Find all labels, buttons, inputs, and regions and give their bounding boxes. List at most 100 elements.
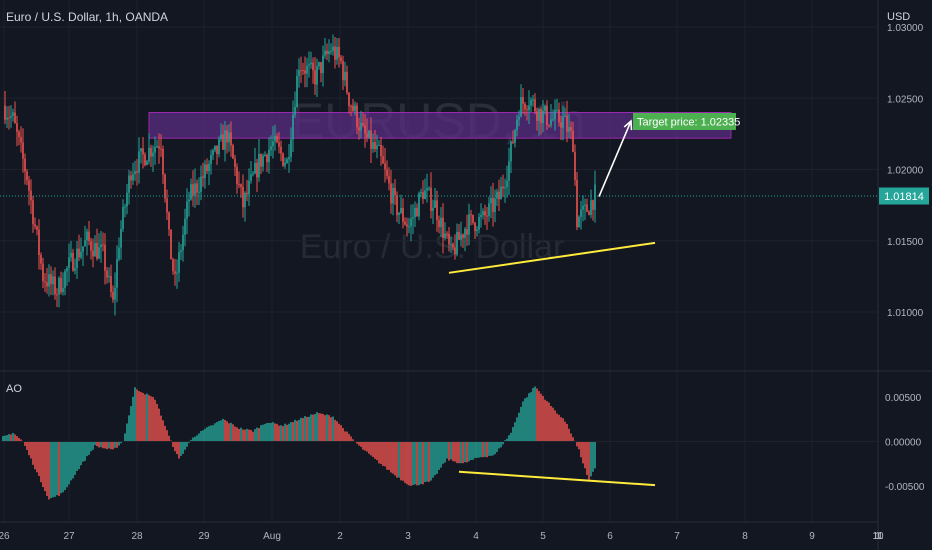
ao-bar xyxy=(484,441,486,457)
candle-body xyxy=(216,145,218,155)
candle-body xyxy=(520,97,522,117)
ao-bar xyxy=(512,427,514,442)
ao-bar xyxy=(268,422,270,442)
price-axis[interactable]: 1.01000 1.01500 1.02000 1.02500 1.03000 xyxy=(887,23,924,319)
candle-body xyxy=(108,276,110,278)
ao-bar xyxy=(434,441,436,476)
candle-body xyxy=(226,130,228,143)
ao-bar xyxy=(446,441,448,459)
ao-bar xyxy=(332,416,334,442)
ao-bar xyxy=(422,441,424,485)
candle-body xyxy=(406,224,408,227)
candle-body xyxy=(230,132,232,146)
ao-axis[interactable]: 0.00500 0.00000 -0.00500 xyxy=(0,393,925,493)
candle-body xyxy=(70,252,72,258)
candle-body xyxy=(430,187,432,211)
target-price-badge[interactable] xyxy=(633,113,736,130)
ao-bar xyxy=(538,391,540,442)
target-price-label: Target price: 1.02335 xyxy=(637,117,740,129)
candle-body xyxy=(22,142,24,159)
candle-body xyxy=(528,105,530,111)
ao-bar xyxy=(492,441,494,456)
candle-body xyxy=(412,217,414,219)
candle-body xyxy=(388,176,390,184)
candle-body xyxy=(310,62,312,65)
candle-body xyxy=(160,148,162,150)
ao-bar xyxy=(506,438,508,442)
candle-body xyxy=(360,122,362,131)
ao-bar xyxy=(550,406,552,442)
candle-body xyxy=(458,231,460,240)
ao-bar xyxy=(452,441,454,462)
ao-bar xyxy=(128,415,130,442)
candle-body xyxy=(268,149,270,163)
candle-body xyxy=(488,203,490,217)
candle-body xyxy=(420,192,422,194)
ao-bar xyxy=(426,441,428,482)
candle-body xyxy=(78,248,80,258)
symbol-title[interactable]: Euro / U.S. Dollar, 1h, OANDA xyxy=(6,10,168,24)
candle-body xyxy=(296,75,298,108)
candle-body xyxy=(218,139,220,155)
candle-body xyxy=(336,46,338,60)
candle-body xyxy=(586,204,588,212)
candle-body xyxy=(120,228,122,248)
ao-bar xyxy=(318,413,320,442)
ao-bar xyxy=(590,441,592,477)
candle-body xyxy=(370,130,372,149)
candle-body xyxy=(506,180,508,188)
ao-bar xyxy=(306,416,308,442)
candle-body xyxy=(288,157,290,160)
ao-bar xyxy=(136,389,138,442)
candle-body xyxy=(576,179,578,228)
candle-body xyxy=(304,70,306,74)
candle-body xyxy=(450,243,452,245)
candle-body xyxy=(266,154,268,163)
candle-body xyxy=(592,200,594,210)
projection-arrow[interactable] xyxy=(598,120,632,197)
price-trendline[interactable] xyxy=(448,241,656,274)
ao-bar xyxy=(232,424,234,442)
candle-body xyxy=(124,206,126,208)
candle-body xyxy=(570,127,572,131)
time-tick-label: 2 xyxy=(337,531,343,542)
candle-body xyxy=(242,186,244,208)
candle-body xyxy=(594,184,596,210)
ao-indicator-title[interactable]: AO xyxy=(6,383,22,395)
candle-body xyxy=(478,216,480,230)
candle-body xyxy=(182,234,184,251)
ao-bar xyxy=(338,423,340,442)
ao-bar xyxy=(364,441,366,451)
ao-bar xyxy=(416,441,418,486)
candle-body xyxy=(148,147,150,162)
ao-trendline[interactable] xyxy=(458,470,656,487)
ao-bar xyxy=(400,441,402,481)
candle-body xyxy=(546,106,548,125)
ao-bar xyxy=(282,426,284,442)
ao-bar xyxy=(496,441,498,452)
ao-bar xyxy=(186,441,188,447)
ao-bar xyxy=(98,441,100,448)
ao-bar xyxy=(428,441,430,482)
candle-body xyxy=(104,244,106,271)
time-tick-label: 6 xyxy=(607,531,613,542)
candle-body xyxy=(588,211,590,215)
candle-body xyxy=(298,70,300,76)
ao-bar xyxy=(182,441,184,454)
ao-bar xyxy=(142,392,144,442)
price-tick-label: 1.02500 xyxy=(887,94,924,105)
ao-bar xyxy=(194,436,196,442)
ao-bar xyxy=(256,427,258,442)
ao-bar xyxy=(162,420,164,442)
candle-body xyxy=(166,198,168,213)
ao-bar xyxy=(342,428,344,442)
ao-bar xyxy=(222,418,224,442)
ao-bar xyxy=(40,441,42,483)
candle-body xyxy=(552,119,554,121)
candle-body xyxy=(114,287,116,300)
ao-bar xyxy=(382,441,384,466)
ao-bar xyxy=(450,441,452,460)
time-tick-label: 7 xyxy=(674,531,680,542)
